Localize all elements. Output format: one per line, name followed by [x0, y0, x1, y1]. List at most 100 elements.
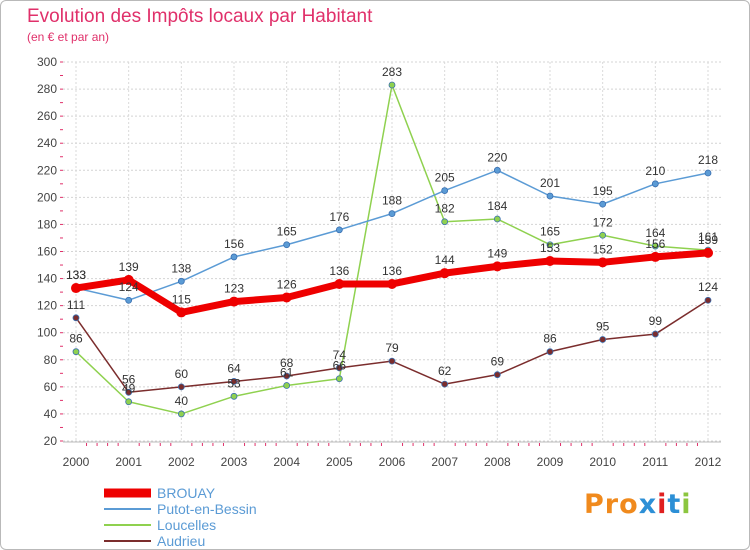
data-point	[441, 187, 449, 194]
data-label: 111	[67, 298, 86, 312]
chart-subtitle: (en € et par an)	[27, 30, 110, 44]
data-point	[599, 336, 607, 343]
logo-letter: o	[619, 489, 639, 520]
data-point	[177, 383, 185, 391]
data-point	[651, 330, 659, 338]
data-label: 53	[227, 376, 241, 390]
data-label: 161	[698, 230, 718, 244]
y-tick-label: 80	[44, 353, 58, 367]
data-label: 86	[69, 332, 83, 346]
data-point	[335, 375, 343, 383]
data-label: 74	[333, 348, 347, 362]
data-label: 138	[171, 261, 191, 275]
x-tick-label: 2004	[273, 455, 300, 469]
data-point	[72, 314, 80, 322]
data-label: 153	[540, 241, 560, 255]
chart-title: Evolution des Impôts locaux par Habitant	[27, 6, 373, 27]
data-point	[704, 169, 712, 177]
x-tick-label: 2002	[168, 455, 195, 469]
data-point	[546, 241, 554, 249]
legend-label: Putot-en-Bessin	[157, 501, 257, 517]
data-point	[492, 261, 503, 272]
data-point	[439, 268, 450, 279]
data-label: 182	[435, 202, 455, 216]
data-label: 210	[645, 164, 665, 178]
data-label: 176	[329, 210, 349, 224]
data-label: 156	[224, 237, 244, 251]
data-point	[597, 257, 608, 268]
data-point	[229, 296, 239, 307]
data-label: 133	[66, 268, 86, 282]
data-label: 126	[277, 278, 297, 292]
data-point	[703, 247, 713, 258]
data-label: 123	[224, 282, 244, 296]
data-label: 69	[491, 355, 505, 369]
x-tick-label: 2011	[642, 455, 668, 469]
data-point	[546, 192, 554, 200]
data-label: 124	[119, 280, 139, 294]
data-point	[599, 231, 607, 239]
data-point	[72, 348, 80, 356]
data-label: 56	[122, 372, 136, 386]
data-label: 86	[543, 332, 557, 346]
data-label: 133	[66, 268, 86, 282]
proxiti-logo: Proxiti	[584, 489, 692, 520]
data-point	[335, 364, 343, 372]
logo-letter: i	[657, 489, 668, 520]
data-label: 188	[382, 194, 402, 208]
data-label: 156	[645, 237, 665, 251]
data-point	[334, 278, 345, 289]
data-point	[177, 277, 185, 285]
data-point	[651, 242, 659, 250]
data-label: 152	[593, 242, 613, 256]
data-point	[441, 218, 449, 226]
data-label: 144	[435, 253, 455, 267]
data-label: 68	[280, 356, 294, 370]
y-tick-label: 300	[37, 55, 57, 69]
data-point	[123, 274, 134, 285]
data-point	[230, 392, 238, 400]
x-tick-label: 2008	[484, 455, 511, 469]
data-label: 172	[593, 215, 613, 229]
y-tick-label: 240	[37, 136, 57, 150]
data-label: 136	[329, 264, 349, 278]
data-label: 79	[385, 341, 399, 355]
y-tick-label: 280	[37, 82, 57, 96]
data-label: 165	[540, 225, 560, 239]
data-point	[283, 382, 291, 389]
y-tick-label: 160	[37, 245, 57, 259]
data-label: 139	[119, 260, 139, 274]
data-label: 201	[540, 176, 560, 190]
y-tick-label: 60	[44, 380, 58, 394]
x-tick-label: 2007	[431, 455, 458, 469]
data-point	[125, 398, 133, 406]
logo-letter: r	[604, 489, 620, 520]
y-tick-label: 120	[37, 299, 57, 313]
data-label: 218	[698, 153, 718, 167]
x-tick-label: 2000	[63, 455, 90, 469]
data-point	[651, 180, 659, 188]
x-tick-label: 2006	[379, 455, 406, 469]
data-label: 283	[382, 65, 402, 79]
data-point	[281, 292, 292, 303]
data-label: 164	[645, 226, 665, 240]
data-point	[283, 241, 291, 249]
x-tick-label: 2001	[115, 455, 142, 469]
x-tick-label: 2005	[326, 455, 353, 469]
data-label: 60	[175, 367, 189, 381]
data-point	[599, 200, 607, 208]
data-label: 184	[487, 199, 507, 213]
logo-letter: P	[584, 489, 605, 520]
x-tick-label: 2009	[537, 455, 564, 469]
data-point	[125, 388, 133, 396]
data-point	[441, 380, 449, 388]
data-label: 95	[596, 319, 610, 333]
data-point	[493, 166, 501, 174]
data-label: 136	[382, 264, 402, 278]
data-label: 62	[438, 364, 452, 378]
data-point	[335, 226, 343, 234]
data-point	[387, 278, 397, 289]
y-tick-label: 20	[44, 434, 58, 448]
